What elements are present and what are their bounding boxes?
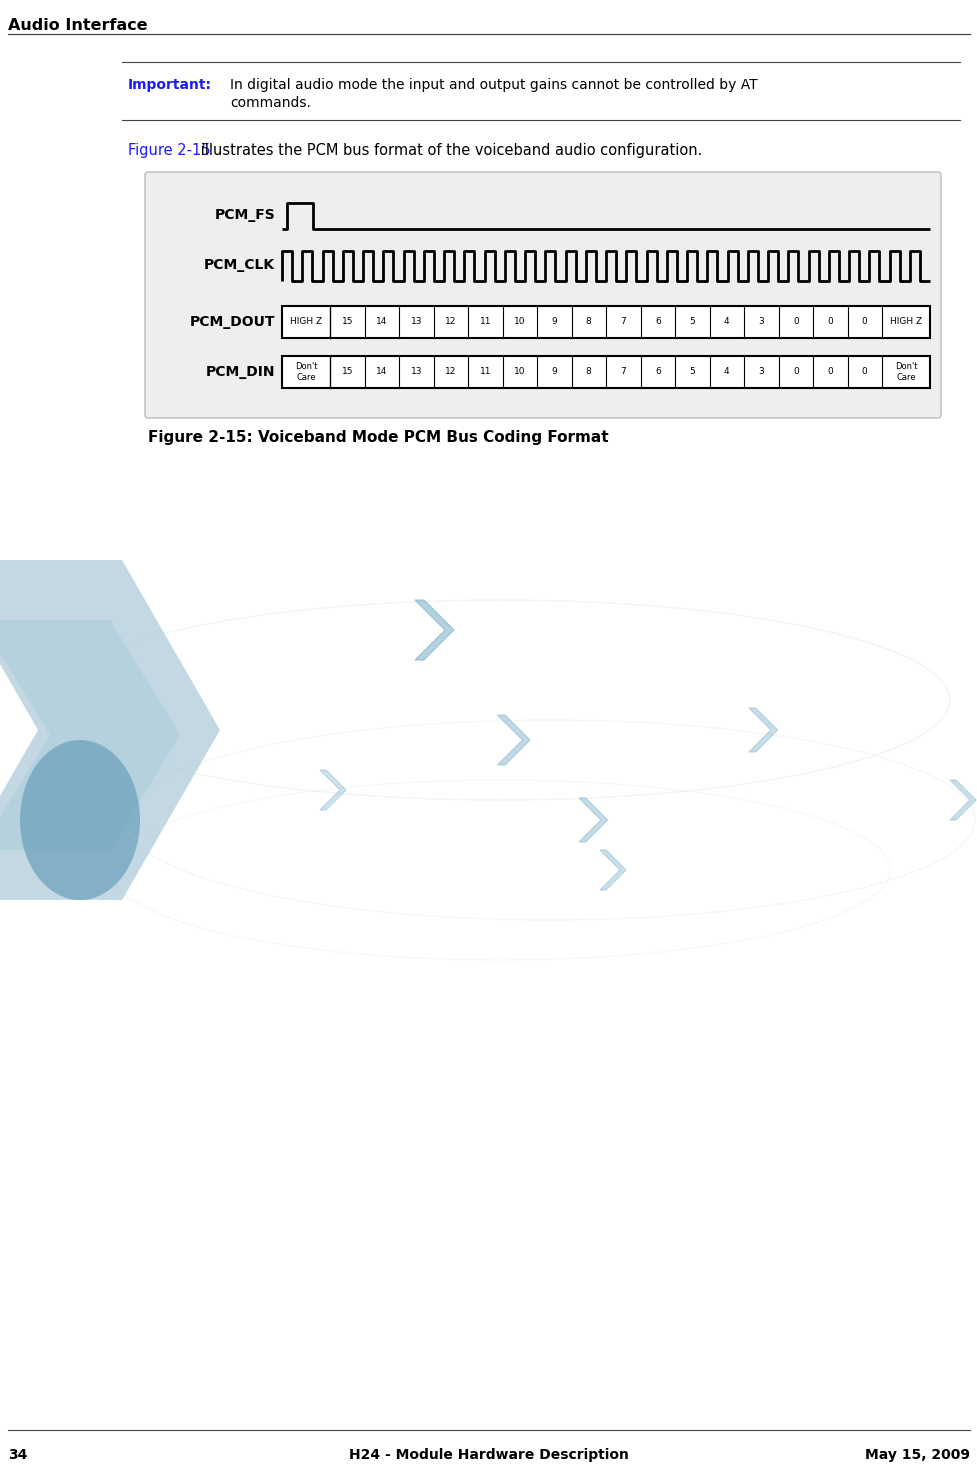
Text: H24 - Module Hardware Description: H24 - Module Hardware Description <box>349 1448 628 1462</box>
Text: May 15, 2009: May 15, 2009 <box>864 1448 969 1462</box>
Text: Figure 2-15: Voiceband Mode PCM Bus Coding Format: Figure 2-15: Voiceband Mode PCM Bus Codi… <box>148 430 608 445</box>
Text: 12: 12 <box>445 318 456 327</box>
Polygon shape <box>319 770 346 810</box>
Polygon shape <box>497 715 530 766</box>
Text: 8: 8 <box>585 368 591 377</box>
Text: 14: 14 <box>376 368 387 377</box>
Text: 5: 5 <box>689 318 695 327</box>
Text: Don't
Care: Don't Care <box>894 362 916 381</box>
Polygon shape <box>748 708 777 752</box>
Polygon shape <box>578 798 607 842</box>
Text: 0: 0 <box>827 318 832 327</box>
Text: PCM_CLK: PCM_CLK <box>203 259 275 272</box>
Text: 12: 12 <box>445 368 456 377</box>
Text: commands.: commands. <box>230 96 311 109</box>
Text: 11: 11 <box>479 318 490 327</box>
Polygon shape <box>599 850 625 890</box>
Text: 0: 0 <box>827 368 832 377</box>
FancyBboxPatch shape <box>145 171 940 418</box>
Text: 13: 13 <box>410 368 421 377</box>
Text: 6: 6 <box>655 318 659 327</box>
Text: 5: 5 <box>689 368 695 377</box>
Text: Don't
Care: Don't Care <box>294 362 317 381</box>
Text: 3: 3 <box>757 368 763 377</box>
Text: 9: 9 <box>551 368 557 377</box>
Polygon shape <box>0 560 220 900</box>
Polygon shape <box>949 780 975 820</box>
Text: Figure 2-15: Figure 2-15 <box>128 143 210 158</box>
Text: 14: 14 <box>376 318 387 327</box>
Text: 15: 15 <box>341 368 353 377</box>
Text: PCM_FS: PCM_FS <box>214 208 275 222</box>
Text: 15: 15 <box>341 318 353 327</box>
Text: illustrates the PCM bus format of the voiceband audio configuration.: illustrates the PCM bus format of the vo… <box>195 143 701 158</box>
Text: 3: 3 <box>757 318 763 327</box>
Text: 34: 34 <box>8 1448 27 1462</box>
Text: 0: 0 <box>792 368 798 377</box>
Text: Important:: Important: <box>128 78 212 92</box>
Text: 0: 0 <box>792 318 798 327</box>
Text: 9: 9 <box>551 318 557 327</box>
Text: PCM_DIN: PCM_DIN <box>205 365 275 378</box>
Text: HIGH Z: HIGH Z <box>289 318 321 327</box>
Text: 7: 7 <box>619 318 625 327</box>
Text: 10: 10 <box>514 368 525 377</box>
Ellipse shape <box>20 740 140 900</box>
Text: 4: 4 <box>723 368 729 377</box>
Bar <box>281 306 929 338</box>
Text: 13: 13 <box>410 318 421 327</box>
Text: 7: 7 <box>619 368 625 377</box>
Text: 11: 11 <box>479 368 490 377</box>
Bar <box>281 356 929 389</box>
Text: PCM_DOUT: PCM_DOUT <box>190 315 275 330</box>
Text: In digital audio mode the input and output gains cannot be controlled by AT: In digital audio mode the input and outp… <box>230 78 757 92</box>
Text: 0: 0 <box>861 368 867 377</box>
Polygon shape <box>414 600 453 661</box>
Text: Audio Interface: Audio Interface <box>8 18 148 33</box>
Text: 10: 10 <box>514 318 525 327</box>
Text: HIGH Z: HIGH Z <box>889 318 921 327</box>
Text: 0: 0 <box>861 318 867 327</box>
Polygon shape <box>0 619 180 850</box>
Text: 8: 8 <box>585 318 591 327</box>
Text: 6: 6 <box>655 368 659 377</box>
Text: 4: 4 <box>723 318 729 327</box>
